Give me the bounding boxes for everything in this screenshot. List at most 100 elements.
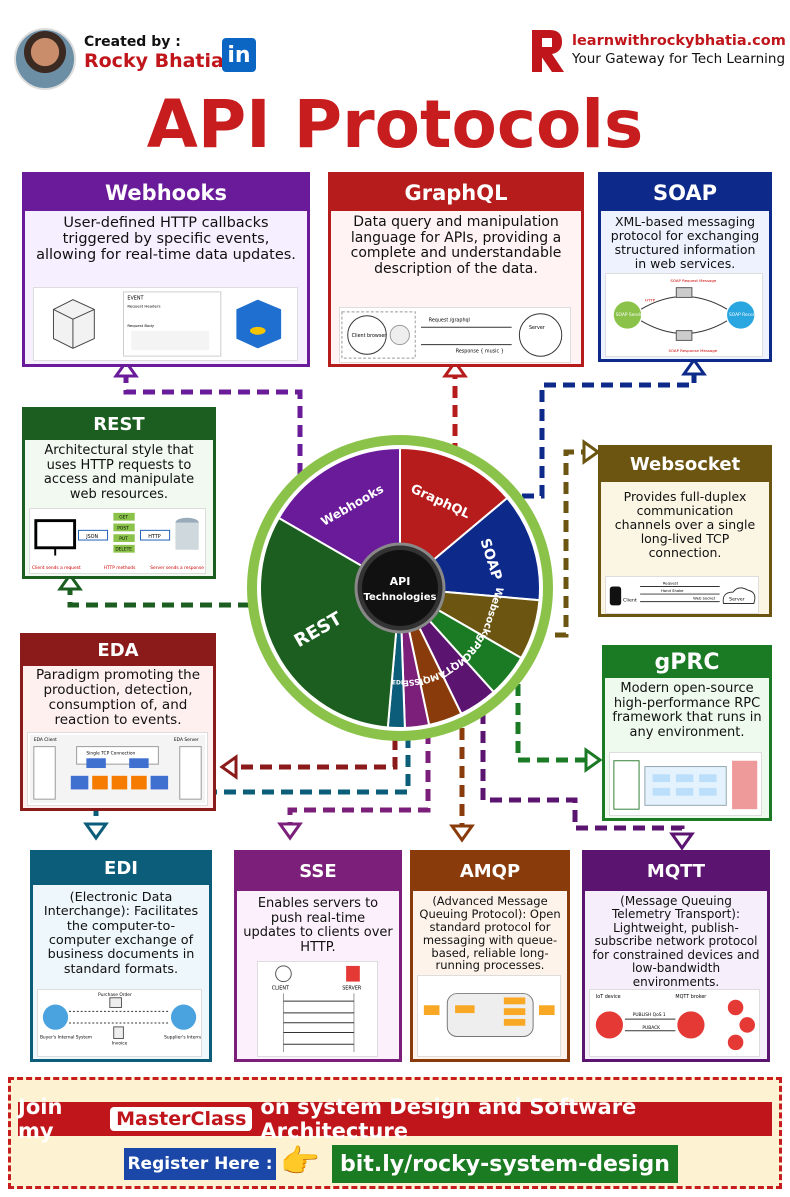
- wheel-segments: Webhooks GraphQLSOAPWebsocketgPRCMQTTAMQP…: [259, 446, 541, 729]
- card-websocket[interactable]: Websocket Provides full-duplex communica…: [598, 445, 772, 617]
- sse-client-label: CLIENT: [272, 985, 289, 991]
- masterclass-banner[interactable]: Join my MasterClass on system Design and…: [18, 1095, 772, 1143]
- rest-server-sends-label: Server sends a response: [150, 565, 204, 571]
- author-name: Rocky Bhatia: [84, 50, 224, 72]
- card-mqtt[interactable]: MQTT (Message Queuing Telemetry Transpor…: [582, 850, 770, 1062]
- card-grpc-title: gPRC: [605, 648, 769, 678]
- eda-client-label: EDA Client: [34, 737, 57, 743]
- rest-put-label: PUT: [119, 536, 128, 542]
- soap-response-label: SOAP Response Message: [668, 348, 717, 353]
- card-eda-desc: Paradigm promoting the production, detec…: [35, 667, 201, 729]
- register-link[interactable]: bit.ly/rocky-system-design: [332, 1145, 678, 1183]
- websocket-client-label: Client: [623, 598, 637, 604]
- card-edi-title: EDI: [33, 853, 209, 885]
- rest-http-label: HTTP: [148, 534, 160, 540]
- card-amqp[interactable]: AMQP (Advanced Message Queuing Protocol)…: [410, 850, 570, 1062]
- card-eda[interactable]: EDA Paradigm promoting the production, d…: [20, 633, 216, 811]
- graphql-diagram: Client browser Request /graphql Response…: [339, 307, 571, 363]
- card-soap-desc: XML-based messaging protocol for exchang…: [610, 214, 760, 271]
- websocket-diagram: Client Request Hand Shake Web Socket Ser…: [605, 576, 759, 614]
- masterclass-label: MasterClass: [110, 1107, 253, 1131]
- soap-request-label: SOAP Request Message: [670, 278, 716, 283]
- websocket-handshake-label: Hand Shake: [661, 588, 684, 593]
- card-amqp-desc: (Advanced Message Queuing Protocol): Ope…: [419, 894, 561, 973]
- card-soap[interactable]: SOAP XML-based messaging protocol for ex…: [598, 172, 772, 362]
- edi-invoice-label: Invoice: [112, 1040, 128, 1046]
- eda-connection-label: Single TCP Connection: [86, 750, 135, 756]
- card-grpc[interactable]: gPRC Modern open-source high-performance…: [602, 645, 772, 821]
- created-by-label: Created by :: [84, 34, 181, 50]
- register-label: Register Here :: [124, 1148, 276, 1180]
- join-prefix: Join my: [18, 1095, 63, 1143]
- brand-site[interactable]: learnwithrockybhatia.com: [572, 33, 786, 49]
- webhooks-headers-label: Request Headers: [127, 303, 160, 308]
- wheel-center-line1: API: [390, 575, 411, 588]
- card-amqp-title: AMQP: [413, 853, 567, 891]
- rest-get-label: GET: [119, 515, 128, 521]
- card-graphql[interactable]: GraphQL Data query and manipulation lang…: [328, 172, 584, 367]
- rest-post-label: POST: [117, 525, 129, 531]
- card-sse-desc: Enables servers to push real-time update…: [243, 896, 393, 955]
- soap-http-label: HTTP: [645, 297, 656, 302]
- card-rest[interactable]: REST Architectural style that uses HTTP …: [22, 407, 216, 579]
- card-websocket-title: Websocket: [601, 448, 769, 482]
- card-websocket-desc: Provides full-duplex communication chann…: [614, 489, 756, 560]
- mqtt-publish-label: PUBLISH QoS 1: [633, 1012, 666, 1018]
- card-webhooks[interactable]: Webhooks User-defined HTTP callbacks tri…: [22, 172, 310, 367]
- card-rest-desc: Architectural style that uses HTTP reque…: [43, 443, 195, 502]
- card-soap-title: SOAP: [601, 175, 769, 211]
- card-mqtt-desc: (Message Queuing Telemetry Transport): L…: [592, 894, 760, 989]
- eda-diagram: EDA Client EDA Server Single TCP Connect…: [27, 732, 209, 806]
- card-edi-desc: (Electronic Data Interchange): Facilitat…: [43, 890, 199, 977]
- sse-server-label: SERVER: [342, 985, 362, 991]
- card-grpc-desc: Modern open-source high-performance RPC …: [612, 681, 762, 740]
- edi-buyer-label: Buyer's Internal System: [40, 1035, 92, 1041]
- websocket-request-label: Request: [663, 581, 679, 586]
- card-eda-title: EDA: [23, 636, 213, 666]
- websocket-socket-label: Web Socket: [693, 596, 716, 601]
- graphql-server-label: Server: [529, 325, 545, 331]
- wheel-label-sse: SSE: [403, 677, 421, 688]
- wheel-center-line2: Technologies: [364, 592, 437, 603]
- graphql-client-label: Client browser: [352, 333, 387, 339]
- wheel-segment-webhooks: [277, 446, 401, 590]
- card-sse[interactable]: SSE Enables servers to push real-time up…: [234, 850, 402, 1062]
- edi-diagram: Purchase Order Invoice Buyer's Internal …: [37, 989, 203, 1057]
- pointing-hand-icon: 👉: [280, 1142, 320, 1180]
- rest-client-sends-label: Client sends a request: [32, 565, 81, 571]
- amqp-diagram: [417, 975, 562, 1057]
- eda-server-label: EDA Server: [174, 737, 199, 743]
- soap-diagram: SOAP Sender SOAP Receiver SOAP Request M…: [605, 273, 764, 357]
- sse-diagram: CLIENT SERVER: [257, 961, 379, 1057]
- graphql-request-label: Request /graphql: [429, 318, 470, 324]
- webhooks-body-label: Request Body: [127, 323, 154, 328]
- edi-po-label: Purchase Order: [98, 992, 132, 998]
- websocket-server-label: Server: [729, 597, 745, 603]
- brand-logo-icon: [532, 30, 564, 72]
- page-title: API Protocols: [146, 86, 644, 163]
- card-edi[interactable]: EDI (Electronic Data Interchange): Facil…: [30, 850, 212, 1062]
- brand-tagline: Your Gateway for Tech Learning: [572, 51, 786, 67]
- card-webhooks-desc: User-defined HTTP callbacks triggered by…: [36, 215, 296, 264]
- webhooks-event-label: EVENT: [127, 296, 143, 302]
- mqtt-device-label: IoT device: [596, 994, 621, 1000]
- wheel-label-edi: EDI: [392, 679, 403, 686]
- card-graphql-title: GraphQL: [331, 175, 581, 211]
- edi-supplier-label: Supplier's Internal System: [164, 1035, 202, 1041]
- card-mqtt-title: MQTT: [585, 853, 767, 891]
- api-technologies-wheel: Webhooks GraphQLSOAPWebsocketgPRCMQTTAMQP…: [247, 435, 553, 741]
- grpc-diagram: [609, 752, 763, 816]
- rest-json-label: JSON: [85, 534, 98, 540]
- linkedin-icon[interactable]: in: [222, 38, 256, 72]
- card-rest-title: REST: [25, 410, 213, 440]
- soap-receiver-label: SOAP Receiver: [729, 312, 761, 318]
- join-suffix: on system Design and Software Architectu…: [260, 1095, 637, 1143]
- mqtt-puback-label: PUBACK: [642, 1025, 660, 1031]
- card-sse-title: SSE: [237, 853, 399, 891]
- card-webhooks-title: Webhooks: [25, 175, 307, 211]
- soap-sender-label: SOAP Sender: [616, 312, 645, 318]
- mqtt-diagram: IoT device MQTT broker PUBLISH QoS 1 PUB…: [589, 989, 760, 1057]
- webhooks-diagram: EVENT Request Headers Request Body: [33, 287, 298, 361]
- rest-methods-label: HTTP methods: [104, 565, 136, 571]
